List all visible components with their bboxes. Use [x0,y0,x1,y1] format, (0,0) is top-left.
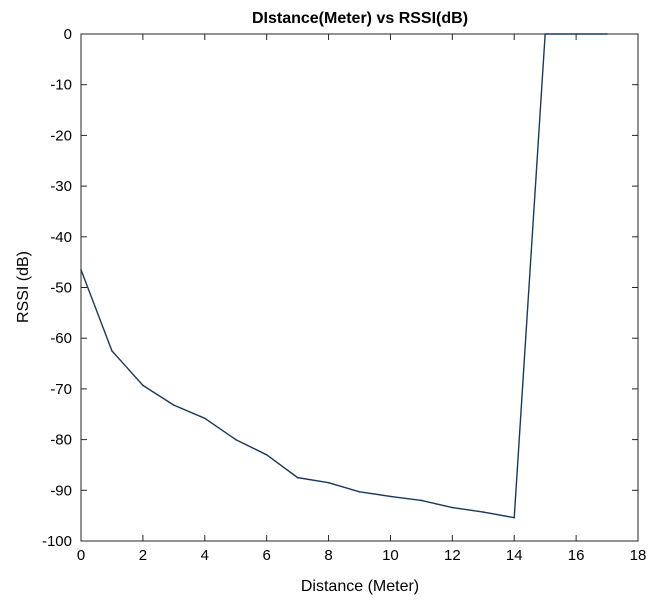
y-tick-label: -90 [50,482,72,499]
data-point [234,438,237,441]
data-point [296,476,299,479]
chart-title: DIstance(Meter) vs RSSI(dB) [252,10,468,27]
data-point [80,268,82,271]
data-point [327,481,330,484]
y-tick-label: -20 [50,127,72,144]
data-point [482,511,485,513]
x-tick-label: 2 [139,547,147,564]
series-layer [80,33,608,519]
x-tick-label: 6 [262,547,270,564]
y-tick-label: -40 [50,229,72,246]
y-tick-label: -60 [50,330,72,347]
data-point [513,516,516,519]
x-tick-label: 0 [77,547,85,564]
data-point [142,384,144,387]
data-point [173,404,175,406]
y-tick-label: -70 [50,381,72,398]
plot-area [80,33,639,542]
x-tick-label: 12 [444,547,461,564]
y-tick-label: -10 [50,77,72,94]
x-tick-label: 16 [568,547,585,564]
data-point [420,499,423,502]
data-point [544,33,546,35]
data-point [265,454,268,456]
y-tick-label: -80 [50,432,72,449]
y-tick-label: -50 [50,280,72,297]
y-tick-label: 0 [64,26,72,43]
x-tick-label: 18 [630,547,647,564]
data-point [111,350,113,352]
plot-frame [80,33,639,542]
data-point [606,33,608,35]
x-tick-label: 10 [382,547,399,564]
y-tick-label: -100 [42,533,72,550]
data-point [358,491,361,493]
tick-labels: 0 2 4 6 8 10 12 14 16 18 0 -10 -20 -30 -40 -50 -60 -70 -80… [42,26,646,564]
data-point [389,495,392,498]
data-point [203,417,206,420]
x-tick-label: 8 [324,547,332,564]
tick-marks [80,33,639,542]
y-tick-label: -30 [50,178,72,195]
x-axis-label: Distance (Meter) [301,578,419,595]
data-point [451,506,454,509]
y-axis-label: RSSI (dB) [15,251,32,323]
x-tick-label: 14 [506,547,523,564]
series-line-0 [80,33,608,519]
x-tick-label: 4 [201,547,209,564]
data-point [575,33,577,35]
